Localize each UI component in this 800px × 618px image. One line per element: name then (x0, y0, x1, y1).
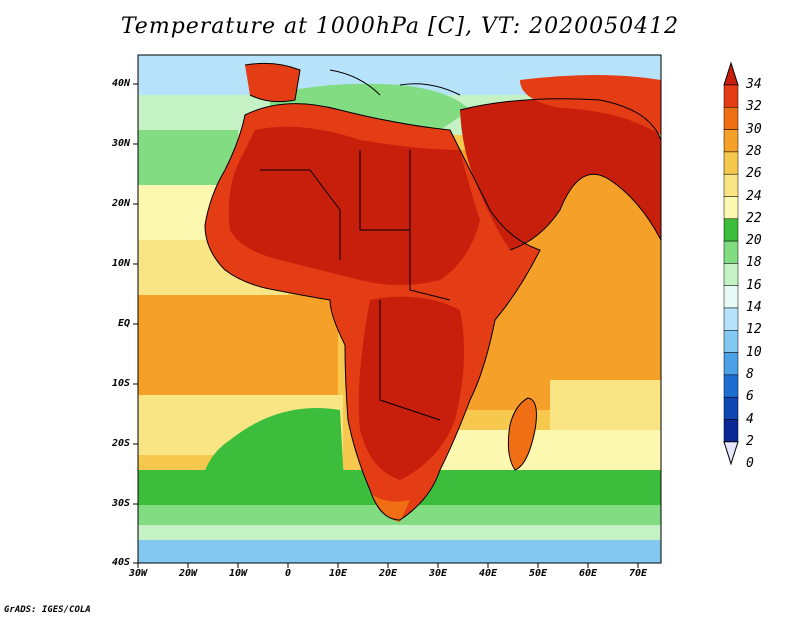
colorbar-segment (723, 352, 739, 376)
colorbar-tick-label: 18 (746, 255, 762, 271)
lon-label-70e: 70E (628, 568, 648, 579)
colorbar-tick-label: 8 (746, 366, 754, 382)
lon-label-60e: 60E (578, 568, 598, 579)
colorbar-segment (723, 374, 739, 398)
colorbar-tick-label: 28 (746, 143, 762, 159)
colorbar-tick-label: 12 (746, 322, 762, 338)
colorbar-segment (723, 263, 739, 286)
lat-label-40n: 40N (111, 78, 130, 89)
colorbar-segment (723, 396, 739, 420)
lon-label-10w: 10W (228, 568, 248, 579)
colorbar-tick-label: 26 (746, 166, 762, 182)
lat-label-10s: 10S (111, 378, 130, 389)
lat-label-10n: 10N (111, 258, 130, 269)
map-frame (137, 54, 662, 564)
colorbar-tick-label: 20 (746, 233, 762, 249)
colorbar-segment (723, 330, 739, 353)
lon-label-30w: 30W (128, 568, 148, 579)
colorbar-segment (723, 285, 739, 309)
colorbar-tick-label: 22 (746, 210, 762, 226)
colorbar-tick-label: 14 (746, 300, 762, 315)
colorbar-segment (723, 151, 739, 175)
map-title: Temperature at 1000hPa [C], VT: 20200504… (120, 14, 680, 39)
lat-label-20s: 20S (111, 438, 130, 449)
lat-label-20n: 20N (111, 198, 130, 209)
lat-label-eq: EQ (117, 318, 130, 329)
colorbar-segment (723, 196, 739, 220)
colorbar-tick-label: 32 (746, 99, 762, 115)
colorbar-segment (723, 218, 739, 242)
colorbar-segment (723, 173, 739, 197)
lon-label-20e: 20E (378, 568, 398, 579)
lon-label-40e: 40E (478, 568, 498, 579)
axis-ticks (133, 83, 639, 568)
colorbar-segment (723, 419, 739, 443)
lon-label-30e: 30E (428, 568, 448, 579)
colorbar-segment (723, 307, 739, 331)
colorbar-segment (723, 129, 739, 153)
colorbar-segment (723, 107, 739, 130)
colorbar-tick-label: 2 (746, 433, 754, 449)
colorbar-tick-label: 10 (746, 344, 762, 360)
colorbar-tick-label: 0 (746, 456, 754, 472)
colorbar-segment (723, 84, 739, 108)
colorbar-bottom-arrow (723, 441, 739, 466)
coastlines (204, 62, 661, 521)
colorbar-tick-label: 4 (746, 411, 754, 427)
colorbar-tick-label: 34 (746, 77, 762, 92)
colorbar-tick-label: 24 (746, 188, 762, 204)
colorbar-tick-label: 30 (746, 121, 762, 137)
colorbar-segment (723, 240, 739, 264)
colorbar (723, 61, 739, 466)
lat-label-30s: 30S (111, 498, 130, 509)
colorbar-tick-label: 16 (746, 277, 762, 293)
colorbar-top-arrow (723, 61, 739, 86)
lon-label-50e: 50E (528, 568, 548, 579)
lat-label-40s: 40S (111, 557, 130, 568)
colorbar-tick-label: 6 (746, 389, 754, 405)
temperature-field (138, 55, 661, 563)
credit-text: GrADS: IGES/COLA (4, 605, 91, 615)
lon-label-10e: 10E (328, 568, 348, 579)
lon-label-20w: 20W (178, 568, 198, 579)
lat-label-30n: 30N (111, 138, 130, 149)
lon-label-0: 0 (284, 568, 292, 579)
